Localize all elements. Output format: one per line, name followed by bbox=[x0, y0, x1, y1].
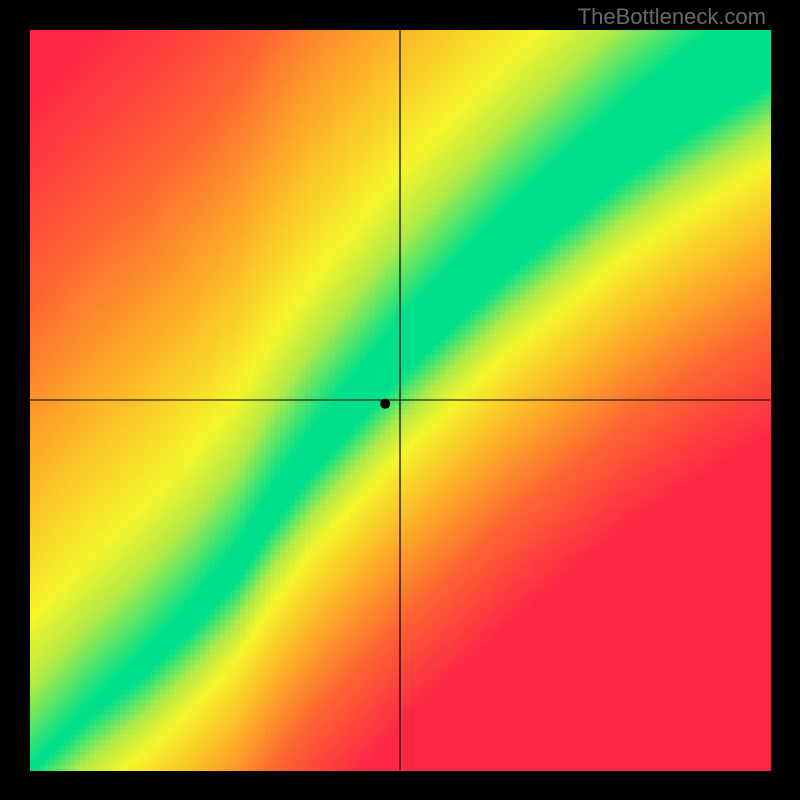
chart-container: TheBottleneck.com bbox=[0, 0, 800, 800]
watermark-text: TheBottleneck.com bbox=[578, 4, 766, 30]
bottleneck-heatmap bbox=[0, 0, 800, 800]
